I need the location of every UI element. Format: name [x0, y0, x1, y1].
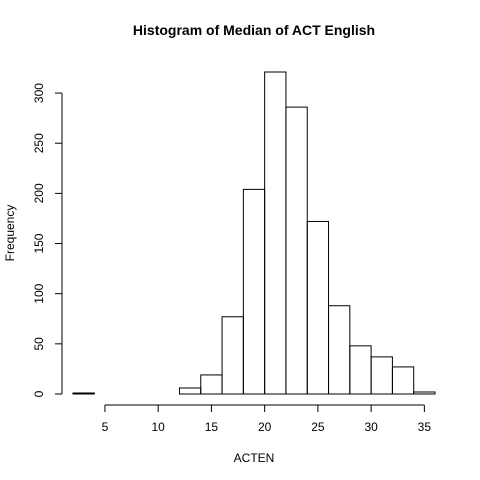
bars-group	[72, 71, 436, 395]
histogram-bar	[264, 71, 287, 395]
y-tick-label: 250	[32, 133, 46, 153]
x-tick-label: 25	[311, 420, 325, 434]
y-tick-label: 50	[32, 337, 46, 351]
y-tick-label: 300	[32, 83, 46, 103]
histogram-bar	[413, 391, 436, 395]
y-tick-label: 150	[32, 233, 46, 253]
y-tick-label: 100	[32, 283, 46, 303]
y-axis-label: Frequency	[3, 205, 17, 262]
histogram-bar	[306, 220, 330, 395]
x-tick-label: 5	[102, 420, 109, 434]
histogram-bar	[349, 345, 372, 395]
x-tick-label: 15	[205, 420, 219, 434]
chart-title: Histogram of Median of ACT English	[133, 22, 375, 38]
x-tick-label: 35	[418, 420, 432, 434]
histogram-bar	[391, 366, 415, 395]
x-tick-label: 10	[151, 420, 165, 434]
y-tick-label: 200	[32, 183, 46, 203]
histogram-bar	[370, 356, 393, 395]
histogram-bar	[72, 392, 95, 395]
x-axis-label: ACTEN	[234, 451, 275, 465]
x-axis: 5 10 15 20 25 30 35	[102, 404, 432, 434]
y-axis: 0 50 100 150 200 250 300	[32, 83, 63, 397]
histogram-bar	[285, 106, 308, 395]
histogram-bar	[328, 305, 351, 395]
x-tick-label: 30	[364, 420, 378, 434]
y-tick-label: 0	[32, 390, 46, 397]
histogram-bar	[200, 374, 223, 395]
x-tick-label: 20	[258, 420, 272, 434]
histogram-bar	[221, 316, 244, 395]
histogram-bar	[242, 188, 266, 395]
histogram-bar	[178, 387, 202, 395]
